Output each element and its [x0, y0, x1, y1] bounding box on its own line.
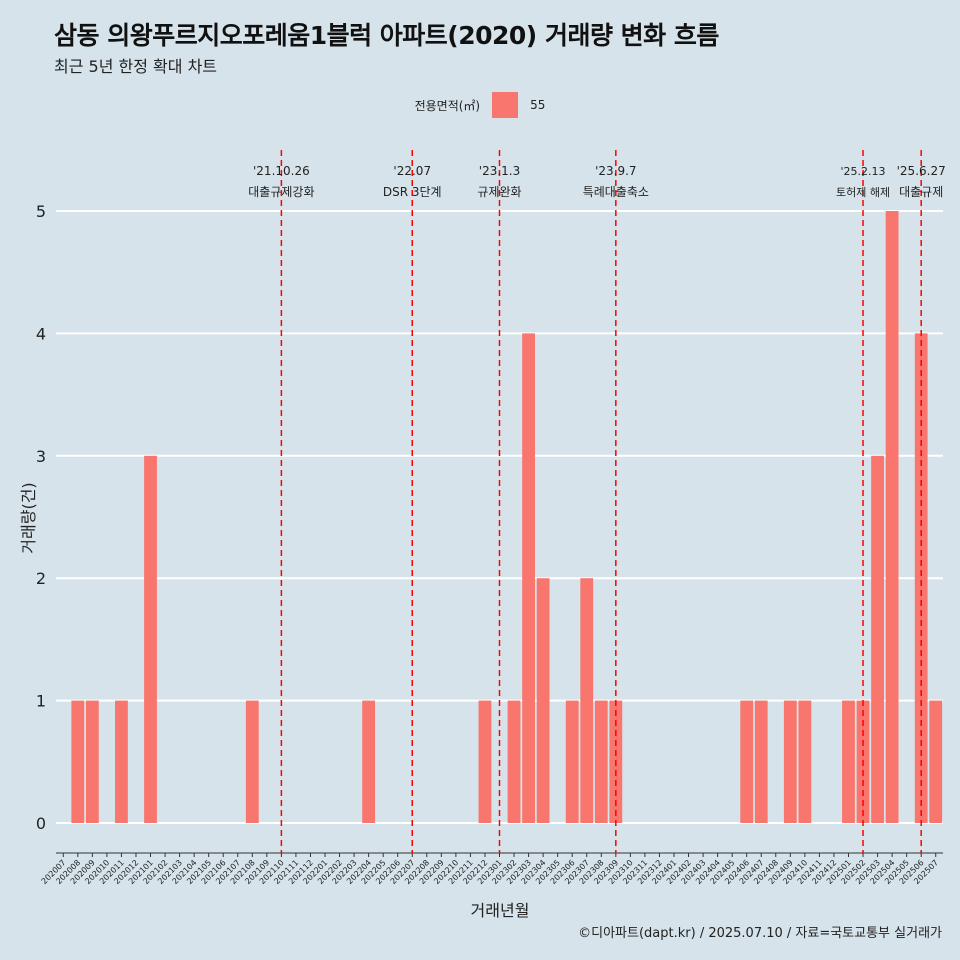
bar: [565, 700, 579, 823]
y-tick-label: 0: [36, 814, 46, 833]
bar: [115, 700, 128, 823]
bar: [914, 333, 928, 823]
event-date-label: '21.10.26: [253, 164, 310, 178]
event-date-label: '25.2.13: [841, 165, 886, 178]
bar: [783, 700, 797, 823]
y-tick-label: 1: [36, 692, 46, 711]
source-caption: ©디아파트(dapt.kr) / 2025.07.10 / 자료=국토교통부 실…: [578, 926, 942, 941]
bar: [871, 455, 884, 823]
bar: [362, 700, 376, 823]
bar: [507, 700, 521, 823]
bar: [478, 700, 492, 823]
bar: [71, 700, 85, 823]
bar: [245, 700, 259, 823]
event-date-label: '25.6.27: [897, 164, 946, 178]
y-axis-label: 거래량(건): [19, 482, 38, 554]
event-date-label: '23.9.7: [595, 164, 636, 178]
event-label: 대출규제강화: [248, 185, 314, 199]
x-axis-label: 거래년월: [470, 901, 530, 920]
bar: [929, 700, 943, 823]
bar: [580, 578, 594, 823]
bar: [754, 700, 768, 823]
bar: [885, 211, 899, 823]
event-label: 토허제 해제: [836, 185, 890, 199]
bar: [798, 700, 812, 823]
chart-title: 삼동 의왕푸르지오포레움1블럭 아파트(2020) 거래량 변화 흐름: [54, 21, 719, 50]
bar: [144, 455, 157, 823]
y-tick-label: 5: [36, 202, 46, 221]
chart-subtitle: 최근 5년 한정 확대 차트: [54, 57, 218, 76]
bar: [740, 700, 754, 823]
y-tick-label: 2: [36, 569, 46, 588]
bar: [842, 700, 855, 823]
legend: 전용면적(㎡) 55: [0, 92, 960, 118]
bar: [85, 700, 99, 823]
event-label: 규제완화: [477, 185, 521, 199]
event-date-label: '22.07: [393, 164, 431, 178]
legend-label: 55: [530, 98, 546, 112]
y-tick-label: 3: [36, 447, 46, 466]
bar: [594, 700, 608, 823]
legend-swatch: [492, 92, 519, 118]
y-tick-label: 4: [36, 324, 46, 343]
legend-title: 전용면적(㎡): [414, 98, 481, 113]
event-label: 대출규제: [899, 185, 943, 199]
event-label: 특례대출축소: [583, 185, 649, 199]
bar: [536, 578, 550, 823]
bar: [522, 333, 535, 823]
event-label: DSR 3단계: [383, 185, 442, 199]
event-date-label: '23.1.3: [479, 164, 520, 178]
